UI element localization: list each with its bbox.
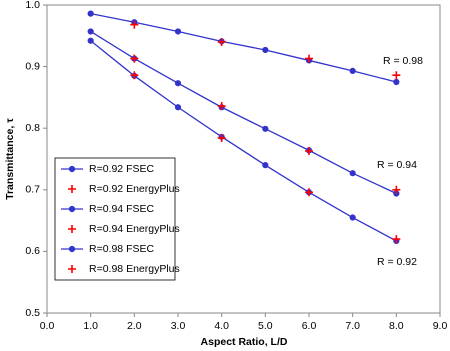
legend: R=0.92 FSEC R=0.92 EnergyPlus R=0.94 FSEC R…: [54, 157, 180, 281]
point: [349, 67, 356, 75]
point: [130, 20, 139, 29]
point: [217, 102, 226, 111]
plot-frame: [46, 4, 441, 314]
annotation: R = 0.98: [383, 55, 423, 67]
legend-label: R=0.94 EnergyPlus: [89, 223, 180, 235]
point: [305, 146, 313, 155]
legend-symbol: [68, 245, 76, 253]
legend-label: R=0.94 FSEC: [89, 203, 154, 215]
legend-label: R=0.98 EnergyPlus: [89, 263, 180, 275]
legend-symbol: [68, 205, 76, 213]
series-line: [90, 30, 397, 195]
y-tick-label: 0.6: [25, 245, 40, 257]
point: [174, 28, 182, 35]
y-tick-label: 1.0: [25, 0, 40, 11]
point: [262, 162, 269, 169]
series-line: [90, 40, 397, 242]
x-tick-label: 7.0: [345, 320, 360, 332]
series-line: [90, 12, 397, 83]
point: [349, 170, 356, 177]
annotation: R = 0.92: [377, 256, 417, 268]
x-tick-label: 4.0: [214, 320, 229, 332]
x-tick-label: 3.0: [171, 320, 186, 332]
point: [262, 46, 269, 54]
x-tick-label: 8.0: [389, 320, 404, 332]
point: [262, 125, 269, 132]
point: [305, 188, 313, 197]
point: [87, 10, 94, 17]
x-tick-label: 0.0: [40, 320, 55, 332]
point: [217, 134, 226, 143]
legend-label: R=0.92 FSEC: [89, 163, 154, 175]
point: [130, 54, 139, 63]
legend-label: R=0.92 EnergyPlus: [89, 183, 180, 195]
point: [174, 104, 182, 111]
point: [217, 37, 226, 46]
x-tick-label: 2.0: [127, 320, 142, 332]
legend-symbol: [68, 185, 76, 193]
y-tick-label: 0.9: [25, 60, 40, 72]
legend-symbol: [68, 165, 76, 173]
legend-symbol: [68, 225, 76, 233]
point: [87, 28, 94, 35]
point: [130, 71, 139, 80]
point: [305, 54, 313, 63]
point: [393, 78, 400, 86]
legend-symbol: [68, 265, 76, 273]
legend-label: R=0.98 FSEC: [89, 243, 154, 255]
x-tick-label: 9.0: [433, 320, 448, 332]
y-axis-label: Transmittance, τ: [4, 118, 16, 200]
annotation: R = 0.94: [377, 159, 417, 171]
point: [349, 214, 356, 221]
point: [87, 37, 94, 44]
y-tick-label: 0.5: [25, 307, 40, 319]
legend-box: [54, 157, 176, 281]
x-tick-label: 6.0: [302, 320, 317, 332]
point: [392, 235, 401, 244]
point: [392, 185, 401, 194]
y-tick-label: 0.7: [25, 184, 40, 196]
x-tick-label: 1.0: [83, 320, 98, 332]
point: [174, 80, 182, 87]
x-tick-label: 5.0: [258, 320, 273, 332]
x-axis-label: Aspect Ratio, L/D: [201, 336, 288, 348]
y-tick-label: 0.8: [25, 122, 40, 134]
point: [392, 71, 401, 80]
